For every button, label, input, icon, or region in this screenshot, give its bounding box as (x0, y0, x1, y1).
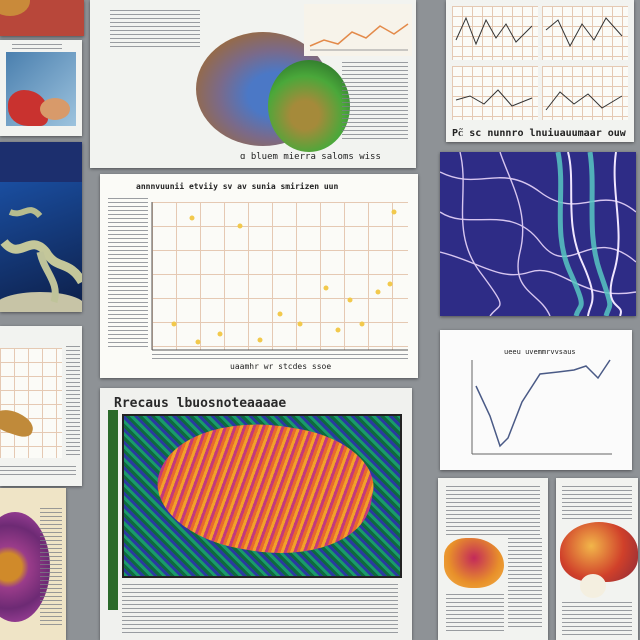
left-bottom-specimen (0, 488, 66, 640)
figure-caption: Rrecaus lbuosnoteaaaae (114, 396, 287, 411)
specimen-eggs-panel: ɑ bluem mierra saloms wiss (90, 0, 416, 168)
scatter-plot-panel: annnvuunii etviiy sv av sunia smirizen u… (100, 174, 418, 378)
line-plot-panel: ueeu uvemmrvvsaus (440, 330, 632, 470)
figure-caption: ɑ bluem mierra saloms wiss (240, 152, 381, 162)
fibrous-tissue-image (440, 152, 636, 316)
top-left-photo (0, 0, 84, 36)
document-page-right (556, 478, 638, 640)
figure-caption: uaamhr wr stcdes ssoe (230, 362, 332, 371)
left-grid-figure (0, 326, 82, 486)
figure-caption: Ρ̃ᴄ sc nunnro lnuiuauumaar ouw (452, 128, 626, 139)
left-photo-coral (0, 142, 82, 312)
figure-caption: ueeu uvemmrvvsaus (504, 348, 576, 356)
left-photo-red-figure (0, 40, 82, 136)
textured-specimen-figure: Rrecaus lbuosnoteaaaae (100, 388, 412, 640)
line-chart-grid: Ρ̃ᴄ sc nunnro lnuiuauumaar ouw (446, 0, 634, 142)
figure-caption: annnvuunii etviiy sv av sunia smirizen u… (136, 182, 339, 191)
document-page-left (438, 478, 548, 640)
